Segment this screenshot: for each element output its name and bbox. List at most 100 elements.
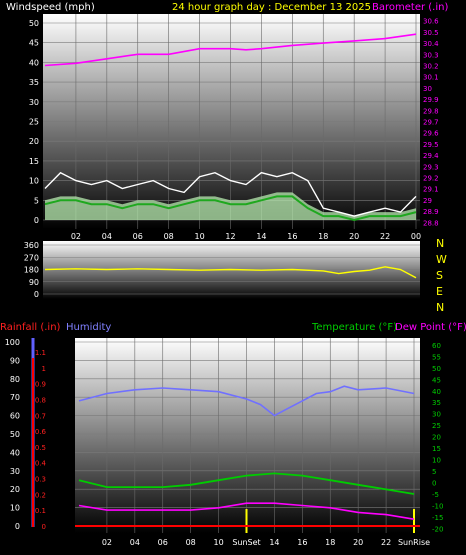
temperature-tick-label: 20 [432, 434, 441, 442]
y-right-tick-label: 29.3 [423, 163, 439, 171]
direction-letter: S [436, 269, 443, 282]
x-tick-label: 08 [164, 232, 174, 241]
dewpoint-line [78, 502, 415, 520]
x-tick-label: 04 [130, 538, 140, 547]
chart-header: Windspeed (mph) 24 hour graph day : Dece… [6, 2, 448, 13]
x-tick-label: 14 [269, 538, 279, 547]
x-tick-label: SunRise [398, 538, 430, 547]
y-tick-label: 360 [24, 241, 39, 250]
rainfall-tick-label: 0 [42, 523, 46, 531]
temperature-tick-label: 35 [432, 399, 441, 407]
y-right-tick-label: 28.9 [423, 208, 439, 216]
y-right-tick-label: 29 [423, 197, 432, 205]
humidity-tick-label: 40 [10, 448, 20, 457]
y-tick-label: 10 [29, 177, 39, 186]
temperature-tick-label: 10 [432, 457, 441, 465]
y-tick-label: 270 [24, 253, 39, 262]
y-right-tick-label: 30.4 [423, 40, 439, 48]
barometer-line [44, 33, 417, 67]
y-tick-label: 0 [34, 216, 39, 225]
rainfall-tick-label: 0.6 [35, 428, 47, 436]
rainfall-tick-label: 0.4 [35, 460, 47, 468]
windspeed-axis-label: Windspeed (mph) [6, 2, 95, 13]
x-tick-label: 16 [287, 232, 297, 241]
rainfall-tick-label: 0.9 [35, 381, 46, 389]
humidity-tick-label: 0 [15, 522, 20, 531]
y-right-tick-label: 29.1 [423, 186, 439, 194]
temperature-tick-label: 55 [432, 353, 441, 361]
x-tick-label: 06 [158, 538, 168, 547]
rainfall-tick-label: 0.5 [35, 444, 46, 452]
y-right-tick-label: 30.6 [423, 18, 439, 26]
direction-letter: W [436, 253, 447, 266]
y-tick-label: 45 [29, 39, 39, 48]
temperature-tick-label: 30 [432, 411, 441, 419]
temperature-tick-label: 60 [432, 342, 441, 350]
temperature-tick-label: -5 [432, 491, 439, 499]
barometer-axis-label: Barometer (.in) [372, 2, 448, 13]
temperature-tick-label: 50 [432, 365, 441, 373]
y-right-tick-label: 30.2 [423, 63, 439, 71]
x-tick-label: 00 [411, 232, 421, 241]
rainfall-tick-label: 1 [42, 365, 46, 373]
y-right-tick-label: 30.5 [423, 29, 439, 37]
humidity-tick-label: 100 [5, 338, 20, 347]
direction-letter: N [436, 301, 444, 314]
temperature-tick-label: -15 [432, 514, 443, 522]
x-tick-label: 08 [186, 538, 196, 547]
chart-title: 24 hour graph day : December 13 2025 [172, 2, 371, 13]
plot-area [75, 338, 420, 533]
humidity-tick-label: 30 [10, 467, 20, 476]
x-tick-label: 22 [380, 232, 390, 241]
y-right-tick-label: 30.3 [423, 51, 439, 59]
temperature-tick-label: -10 [432, 502, 443, 510]
dewpoint-axis-label: Dew Point (°F) [395, 322, 466, 333]
x-tick-label: 16 [297, 538, 307, 547]
temperature-tick-label: -20 [432, 525, 443, 533]
x-tick-label: 20 [349, 232, 359, 241]
rainfall-tick-label: 0.7 [35, 412, 46, 420]
y-tick-label: 25 [29, 118, 39, 127]
rainfall-tick-label: 1.1 [35, 349, 46, 357]
temperature-line [78, 472, 415, 495]
y-right-tick-label: 29.4 [423, 152, 439, 160]
y-tick-label: 40 [29, 58, 39, 67]
wind-barometer-chart: 0 5 10 15 20 25 30 35 40 45 50 28.8 28.9 29 29.1 29.2 29… [29, 14, 439, 241]
y-right-tick-label: 28.8 [423, 219, 439, 227]
x-tick-label: 14 [256, 232, 266, 241]
rainfall-tick-label: 0.1 [35, 507, 46, 515]
y-right-tick-label: 30.1 [423, 74, 439, 82]
wind-speed-line [44, 195, 417, 222]
humidity-tick-label: 70 [10, 393, 20, 402]
y-right-tick-label: 29.6 [423, 130, 439, 138]
rainfall-tick-label: 0.3 [35, 476, 46, 484]
x-tick-label: 10 [194, 232, 204, 241]
rainfall-axis-label: Rainfall (.in) [0, 322, 61, 333]
temperature-tick-label: 15 [432, 445, 441, 453]
y-right-tick-label: 29.5 [423, 141, 439, 149]
y-tick-label: 90 [29, 278, 39, 287]
rainfall-tick-label: 0.8 [35, 396, 46, 404]
humidity-tick-label: 20 [10, 485, 20, 494]
y-tick-label: 30 [29, 98, 39, 107]
humidity-tick-label: 90 [10, 356, 20, 365]
y-tick-label: 15 [29, 157, 39, 166]
wind-direction-line [44, 266, 417, 279]
x-tick-label: 22 [381, 538, 391, 547]
x-tick-label: 20 [353, 538, 363, 547]
x-tick-label: SunSet [232, 538, 260, 547]
x-tick-label: 18 [318, 232, 328, 241]
temperature-humidity-chart: Rainfall (.in) Humidity Temperature (°F)… [0, 322, 466, 547]
humidity-tick-label: 80 [10, 375, 20, 384]
x-tick-label: 12 [225, 232, 235, 241]
humidity-axis-label: Humidity [66, 322, 111, 333]
x-tick-label: 10 [213, 538, 223, 547]
y-right-tick-label: 29.7 [423, 119, 439, 127]
x-tick-label: 02 [71, 232, 81, 241]
wind-gust-line [44, 171, 417, 217]
y-tick-label: 5 [34, 196, 39, 205]
y-right-tick-label: 29.8 [423, 107, 439, 115]
